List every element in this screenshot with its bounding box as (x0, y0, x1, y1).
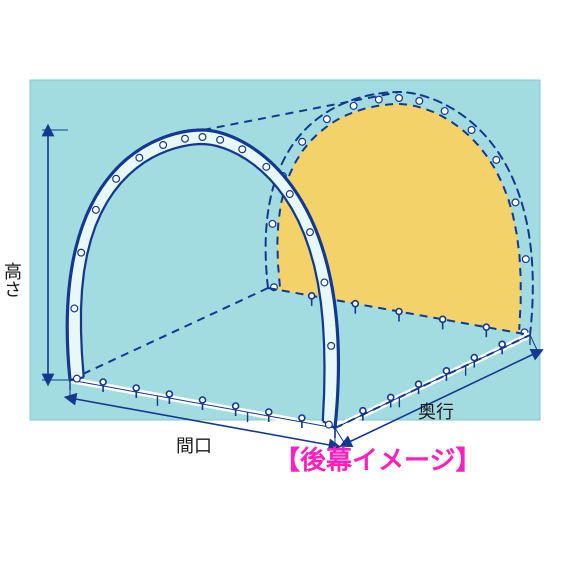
diagram-stage: 高さ間口 奥行 【後幕イメージ】 (0, 0, 570, 570)
width-label: 間口 (176, 436, 212, 456)
diagram-svg: 高さ間口 奥行 (0, 0, 570, 570)
depth-label: 奥行 (418, 402, 454, 422)
caption-text: 【後幕イメージ】 (274, 440, 481, 477)
height-label: 高さ (2, 262, 22, 298)
